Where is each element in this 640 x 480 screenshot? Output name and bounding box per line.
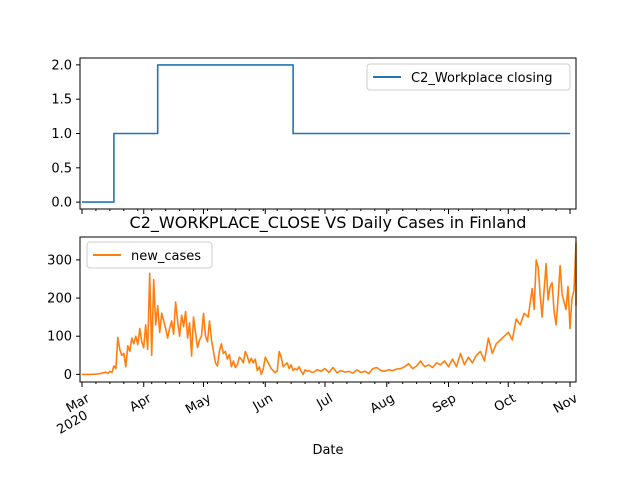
y-tick-label: 2.0: [51, 58, 72, 73]
bottom-series-layer: [82, 241, 577, 376]
y-tick-label: 300: [47, 253, 72, 268]
y-tick-label: 0.5: [51, 161, 72, 176]
bottom-y-ticks: 0 100 200 300: [47, 253, 80, 383]
top-legend: C2_Workplace closing: [366, 63, 571, 91]
bottom-legend-box: [86, 241, 213, 269]
chart-title: C2_WORKPLACE_CLOSE VS Daily Cases in Fin…: [130, 213, 527, 233]
top-x-ticks: [81, 209, 571, 214]
bottom-legend: new_cases: [86, 241, 213, 269]
top-y-ticks: 0.0 0.5 1.0 1.5 2.0: [51, 58, 80, 211]
x-tick-label: Jul: [314, 391, 336, 412]
bottom-axes-frame: [79, 236, 577, 383]
series-line-c2-workplace-closing: [82, 64, 570, 203]
y-tick-label: 200: [47, 292, 72, 307]
top-subplot: 0.0 0.5 1.0 1.5 2.0 C2_Workplace closing: [51, 57, 577, 214]
top-legend-box: [366, 63, 571, 91]
y-tick-label: 1.5: [51, 93, 72, 108]
y-tick-label: 0: [64, 368, 72, 383]
top-series-layer: [82, 64, 570, 203]
x-axis-label: Date: [312, 443, 343, 458]
bottom-legend-label: new_cases: [131, 249, 201, 264]
series-line-new-cases: [82, 241, 577, 376]
top-legend-label: C2_Workplace closing: [411, 71, 552, 86]
y-tick-label: 0.0: [51, 196, 72, 211]
y-tick-label: 100: [47, 330, 72, 345]
y-tick-label: 1.0: [51, 127, 72, 142]
